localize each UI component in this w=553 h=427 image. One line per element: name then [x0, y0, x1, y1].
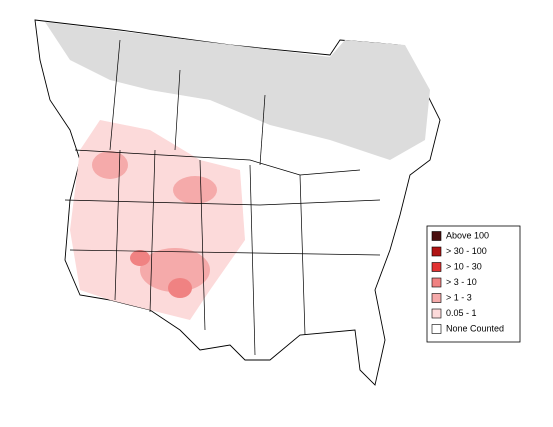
border-line: [114, 149, 121, 301]
border-line: [69, 249, 381, 256]
legend: Above 100 > 30 - 100 > 10 - 30 > 3 - 10 > 1 …: [426, 225, 521, 343]
legend-label: 0.05 - 1: [446, 308, 477, 318]
legend-label: None Counted: [446, 323, 504, 333]
border-line: [74, 149, 361, 176]
legend-swatch: [431, 308, 442, 319]
legend-label: > 1 - 3: [446, 292, 472, 302]
legend-label: > 3 - 10: [446, 277, 477, 287]
medium-abundance-area: [92, 151, 128, 179]
legend-swatch: [431, 324, 442, 334]
legend-label: > 30 - 100: [446, 246, 487, 256]
legend-label: > 10 - 30: [446, 261, 482, 271]
higher-abundance-area: [168, 278, 192, 298]
legend-swatch: [431, 293, 442, 303]
no-count-region: [45, 22, 430, 160]
legend-swatch: [431, 277, 442, 288]
medium-abundance-area: [173, 176, 217, 204]
legend-swatch: [431, 262, 442, 272]
border-line: [109, 39, 121, 151]
border-line: [259, 94, 266, 166]
legend-swatch: [431, 231, 442, 241]
higher-abundance-area: [130, 250, 150, 266]
medium-abundance-area: [140, 248, 210, 292]
map-layer: [34, 19, 441, 386]
legend-swatch: [431, 246, 442, 257]
border-line: [149, 149, 156, 313]
border-line: [199, 159, 206, 331]
legend-label: Above 100: [446, 230, 489, 240]
border-line: [174, 69, 181, 151]
border-line: [64, 199, 381, 206]
border-line: [299, 174, 306, 336]
legend-box: [426, 225, 521, 343]
border-line: [249, 164, 256, 356]
borders: [64, 39, 381, 356]
